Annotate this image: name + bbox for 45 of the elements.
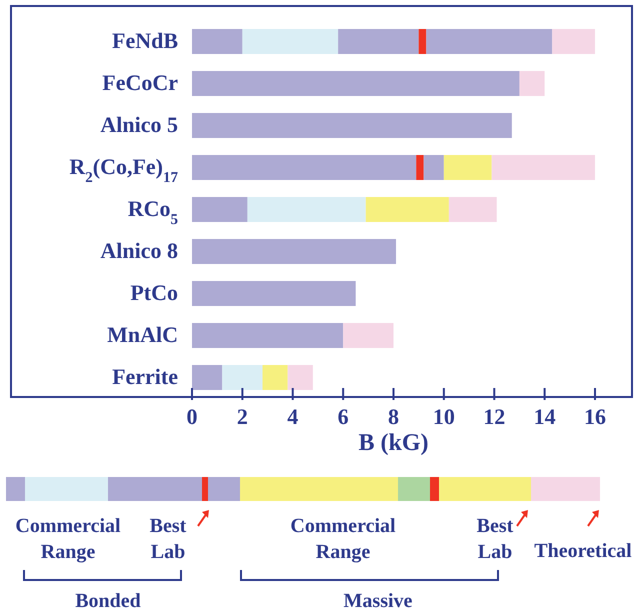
- bar: [192, 29, 242, 54]
- bar: [242, 29, 338, 54]
- bar: [192, 239, 396, 264]
- x-tick-label: 12: [483, 404, 506, 429]
- y-tick-label: R$_{2}$(Co,Fe)$_{17}$: [69, 154, 178, 186]
- text: Commercial Range: [14, 514, 122, 565]
- bar: [192, 113, 512, 138]
- text: Best Lab: [476, 514, 514, 565]
- x-tick-label: 14: [534, 404, 556, 429]
- x-tick-label: 8: [388, 404, 399, 429]
- bar: [192, 323, 344, 348]
- bar: [262, 365, 288, 390]
- x-axis-title: B (kG): [358, 430, 429, 456]
- bar: [192, 365, 222, 390]
- text: Best Lab: [148, 514, 188, 565]
- y-tick-label: Alnico 5: [100, 112, 178, 137]
- text: Massive: [342, 589, 414, 608]
- bar: [288, 365, 313, 390]
- x-tick-label: 16: [584, 404, 606, 429]
- bar: [416, 155, 424, 180]
- bar: [222, 365, 263, 390]
- text: Bonded: [74, 589, 142, 608]
- y-tick-label: PtCo: [130, 280, 178, 305]
- x-tick-label: 0: [186, 404, 198, 429]
- bar: [192, 71, 520, 96]
- bar: [552, 29, 595, 54]
- y-tick-label: FeNdB: [112, 28, 178, 53]
- text: Commercial Range: [289, 514, 397, 565]
- x-tick-label: 2: [236, 404, 248, 429]
- x-tick-label: 4: [287, 404, 298, 429]
- bar: [366, 197, 449, 222]
- bar: [418, 29, 426, 54]
- bar: [247, 197, 366, 222]
- y-tick-label: FeCoCr: [102, 70, 178, 95]
- y-tick-label: RCo$_{5}$: [128, 196, 178, 228]
- y-tick-label: Alnico 8: [100, 238, 178, 263]
- x-tick-label: 10: [432, 404, 455, 429]
- y-tick-label: MnAlC: [107, 322, 178, 347]
- bar: [192, 197, 248, 222]
- x-tick-label: 6: [338, 404, 349, 429]
- y-tick-label: Ferrite: [112, 364, 178, 389]
- bar: [192, 281, 356, 306]
- bar: [192, 155, 416, 180]
- text: Theoretical: [533, 539, 633, 564]
- bar: [448, 197, 497, 222]
